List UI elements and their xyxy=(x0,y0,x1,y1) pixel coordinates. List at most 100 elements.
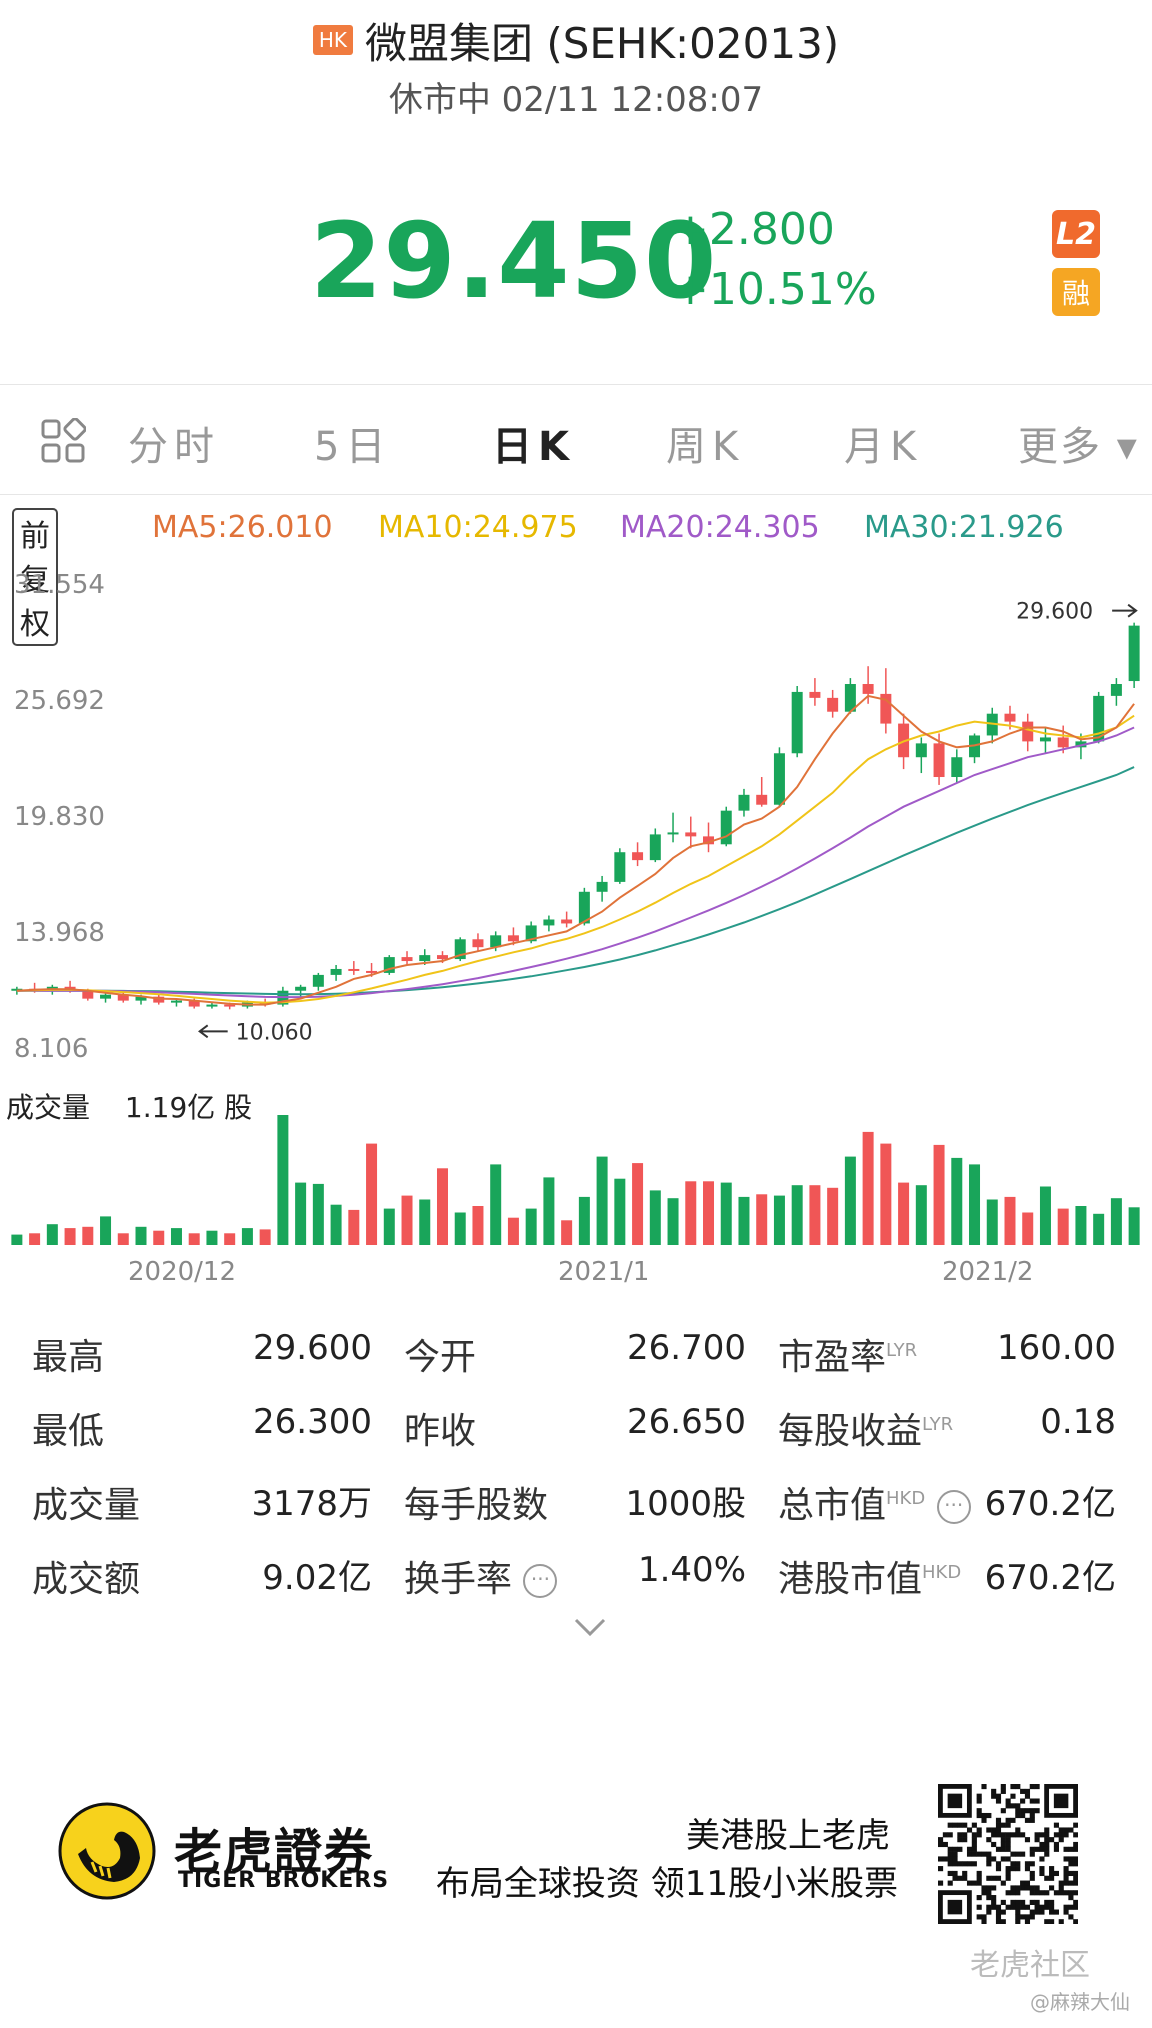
tab-more[interactable]: 更多 ▾ xyxy=(1018,424,1139,470)
market-badge: HK xyxy=(312,25,353,55)
qr-module xyxy=(1049,1885,1055,1891)
qr-module xyxy=(1000,1919,1006,1924)
volume-chart[interactable] xyxy=(0,1112,1152,1247)
qr-module xyxy=(1044,1841,1050,1848)
qr-module xyxy=(1073,1822,1078,1828)
ma10-line xyxy=(16,714,1135,1004)
qr-module xyxy=(1068,1870,1074,1877)
layout-grid-icon[interactable] xyxy=(40,418,86,464)
qr-module xyxy=(1063,1870,1069,1877)
qr-module xyxy=(1073,1870,1078,1877)
qr-module xyxy=(991,1904,997,1910)
qr-module xyxy=(1063,1856,1069,1862)
candlestick-chart[interactable]: 29.600 10.060 xyxy=(0,560,1152,1060)
qr-module xyxy=(986,1904,992,1910)
qr-module xyxy=(981,1914,987,1920)
qr-module xyxy=(1024,1866,1031,1872)
qr-module xyxy=(971,1880,977,1886)
qr-module xyxy=(1034,1890,1040,1896)
brand-name-cn: 老虎證券 xyxy=(174,1824,375,1880)
qr-module xyxy=(1005,1798,1011,1804)
volume-bar xyxy=(791,1185,803,1245)
candle-body xyxy=(685,832,697,837)
info-icon[interactable]: ··· xyxy=(523,1564,558,1598)
qr-module xyxy=(1020,1832,1026,1838)
expand-chevron-icon[interactable] xyxy=(572,1612,608,1642)
qr-module xyxy=(1010,1817,1016,1823)
volume-bar xyxy=(64,1228,76,1245)
tab-daily-k[interactable]: 日K xyxy=(492,424,575,470)
qr-module xyxy=(1073,1856,1078,1862)
candle-body xyxy=(596,881,608,892)
qr-module xyxy=(1058,1919,1064,1924)
volume-bar xyxy=(472,1206,484,1245)
adjust-mode-button[interactable]: 前复权 xyxy=(12,508,58,646)
qr-module xyxy=(1005,1832,1011,1838)
margin-badge[interactable]: 融 xyxy=(1052,268,1100,316)
qr-module xyxy=(1029,1784,1035,1790)
candle-body xyxy=(436,955,448,960)
qr-module xyxy=(947,1880,953,1886)
volume-bar xyxy=(295,1182,307,1245)
volume-bar xyxy=(348,1209,360,1245)
tab-intraday[interactable]: 分时 xyxy=(128,424,220,470)
qr-module xyxy=(1058,1832,1064,1838)
qr-module xyxy=(1073,1890,1078,1896)
qr-module xyxy=(971,1822,977,1828)
info-icon[interactable]: ··· xyxy=(936,1490,971,1524)
qr-module xyxy=(1000,1784,1006,1790)
volume-bar xyxy=(1093,1213,1105,1245)
qr-module xyxy=(986,1861,992,1867)
tab-monthly-k[interactable]: 月K xyxy=(844,424,923,470)
qr-module xyxy=(986,1837,992,1843)
tab-5day[interactable]: 5日 xyxy=(314,424,392,470)
qr-module xyxy=(947,1832,953,1838)
volume-bar xyxy=(561,1220,573,1245)
volume-bar xyxy=(11,1234,23,1245)
qr-module xyxy=(1068,1914,1074,1920)
qr-module xyxy=(971,1832,977,1838)
qr-finder xyxy=(1053,1793,1069,1809)
stat-value: 9.02亿 xyxy=(262,1558,372,1598)
qr-module xyxy=(986,1851,992,1857)
candle-body xyxy=(507,935,519,942)
stat-label-text: 市盈率 xyxy=(778,1337,887,1378)
volume-bar xyxy=(436,1168,448,1245)
qr-module xyxy=(938,1837,944,1843)
qr-module xyxy=(957,1837,963,1843)
stat-label: 昨收 xyxy=(404,1411,477,1452)
qr-module xyxy=(995,1798,1002,1804)
stat-label: 每股收益LYR xyxy=(778,1402,953,1454)
candle-body xyxy=(1039,737,1051,742)
qr-module xyxy=(1073,1846,1078,1852)
qr-module xyxy=(1005,1890,1011,1896)
qr-module xyxy=(1010,1793,1016,1799)
slogan-line2: 布局全球投资 领11股小米股票 xyxy=(435,1864,898,1904)
tab-weekly-k[interactable]: 周K xyxy=(666,424,745,470)
qr-module xyxy=(976,1798,982,1804)
market-status: 休市中 02/11 12:08:07 xyxy=(388,80,764,120)
qr-module xyxy=(962,1837,968,1843)
qr-module xyxy=(1029,1914,1035,1920)
qr-module xyxy=(962,1861,968,1867)
volume-bar xyxy=(614,1178,626,1245)
volume-bar xyxy=(29,1233,41,1245)
ma5-line xyxy=(16,694,1135,1006)
qr-module xyxy=(1015,1803,1021,1809)
qr-module xyxy=(1039,1856,1045,1862)
qr-module xyxy=(976,1875,982,1881)
candle-body xyxy=(1093,695,1105,742)
title-row: HK 微盟集团 (SEHK:02013) xyxy=(0,10,1152,70)
volume-bar xyxy=(312,1183,324,1245)
qr-module xyxy=(1039,1866,1045,1872)
x-tick-label: 2021/1 xyxy=(558,1257,650,1287)
qr-module xyxy=(1005,1866,1011,1872)
qr-module xyxy=(981,1784,987,1790)
qr-module xyxy=(1005,1846,1011,1852)
chart-period-tabs: 分时 5日 日K 周K 月K 更多 ▾ xyxy=(0,400,1152,480)
volume-bar xyxy=(933,1144,945,1245)
qr-module xyxy=(971,1841,977,1848)
level2-badge[interactable]: L2 xyxy=(1052,210,1100,258)
stat-value: 1000股 xyxy=(625,1484,746,1524)
volume-bar xyxy=(135,1226,147,1245)
